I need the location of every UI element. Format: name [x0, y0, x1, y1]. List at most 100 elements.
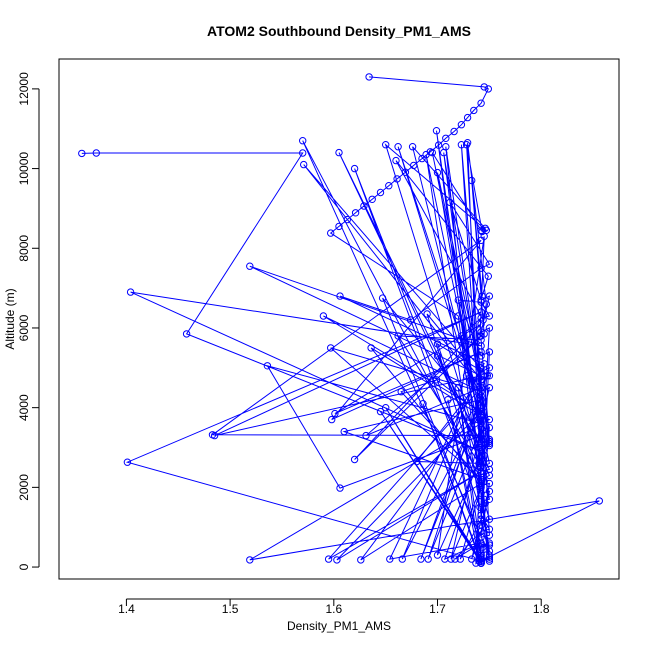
data-point [484, 272, 492, 280]
data-point [78, 149, 86, 158]
data-point [485, 312, 494, 320]
data-point [477, 407, 485, 416]
data-point [327, 344, 335, 352]
data-point [451, 555, 459, 563]
data-point [477, 298, 485, 306]
chart-title: ATOM2 Southbound Density_PM1_AMS [207, 23, 471, 39]
data-point [477, 497, 485, 505]
data-point [428, 148, 436, 157]
data-point [456, 555, 464, 563]
data-point [485, 553, 494, 561]
data-point [477, 396, 485, 404]
plot-layer [78, 73, 603, 567]
data-point [362, 431, 370, 440]
y-tick-label: 4000 [17, 394, 31, 421]
data-point [434, 141, 443, 149]
data-point [477, 328, 485, 336]
data-point [386, 555, 394, 563]
data-point [92, 149, 101, 157]
data-point [376, 407, 385, 416]
x-axis-label: Density_PM1_AMS [287, 619, 391, 633]
data-point [477, 376, 485, 384]
data-point [350, 164, 359, 173]
x-tick-label: 1.6 [325, 602, 342, 616]
data-point [433, 551, 442, 559]
data-point [485, 439, 494, 448]
data-point [477, 419, 485, 428]
data-point [477, 423, 485, 432]
data-point [450, 127, 458, 136]
data-point [246, 556, 254, 564]
data-point [479, 404, 487, 412]
data-point [477, 527, 485, 535]
data-point [477, 483, 485, 492]
data-point [454, 312, 462, 320]
plot-frame [58, 58, 620, 580]
data-point [485, 292, 494, 300]
x-tick-label: 1.7 [429, 602, 446, 616]
data-point [482, 300, 490, 308]
data-point [417, 555, 425, 563]
data-point [485, 364, 494, 372]
data-point [410, 161, 418, 170]
data-point [351, 209, 360, 217]
y-axis-label: Altitude (m) [3, 288, 17, 349]
data-point [477, 411, 485, 420]
data-point [485, 372, 494, 380]
series-line-1 [302, 76, 492, 564]
data-point [485, 260, 494, 268]
data-point [299, 149, 307, 157]
data-point [123, 458, 132, 466]
data-point [468, 176, 476, 185]
data-point [477, 404, 485, 412]
x-tick-label: 1.8 [533, 602, 550, 616]
data-point [463, 139, 472, 147]
data-point [477, 543, 485, 551]
data-point [441, 555, 449, 563]
data-point [470, 106, 478, 115]
axis-layer: 1.4 1.5 1.6 1.7 1.8 0 2000 4000 6000 8000 10000 120… [17, 72, 550, 616]
x-tick-label: 1.5 [222, 602, 239, 616]
data-point [477, 388, 485, 396]
data-point [440, 148, 448, 157]
data-point [481, 224, 489, 233]
data-point [299, 137, 307, 145]
data-point [477, 99, 485, 107]
data-point [485, 479, 494, 488]
data-point [350, 455, 359, 464]
data-point [485, 525, 494, 533]
data-point [477, 372, 485, 380]
data-point [485, 415, 494, 424]
data-point [477, 479, 485, 488]
y-tick-label: 10000 [17, 152, 31, 186]
data-point [477, 467, 485, 476]
data-point [360, 202, 368, 210]
series-line-2 [81, 152, 600, 565]
data-point [336, 484, 344, 492]
data-point [485, 437, 494, 446]
data-point [475, 459, 483, 468]
data-point [477, 392, 485, 400]
y-tick-label: 6000 [17, 314, 31, 341]
data-point [335, 148, 343, 157]
data-point [485, 384, 494, 392]
data-point [367, 344, 375, 352]
data-point [335, 222, 343, 231]
data-point [484, 85, 492, 93]
data-point [477, 559, 485, 567]
data-point [477, 443, 485, 452]
data-point [182, 330, 191, 338]
data-point [463, 113, 472, 122]
data-point [393, 175, 401, 183]
data-point [340, 427, 348, 436]
data-point [477, 308, 485, 316]
data-point [477, 332, 485, 340]
data-point [319, 312, 328, 320]
data-point [477, 384, 485, 392]
data-point [327, 229, 335, 237]
data-point [385, 182, 393, 190]
data-point [480, 83, 488, 91]
y-tick-label: 2000 [17, 474, 31, 501]
